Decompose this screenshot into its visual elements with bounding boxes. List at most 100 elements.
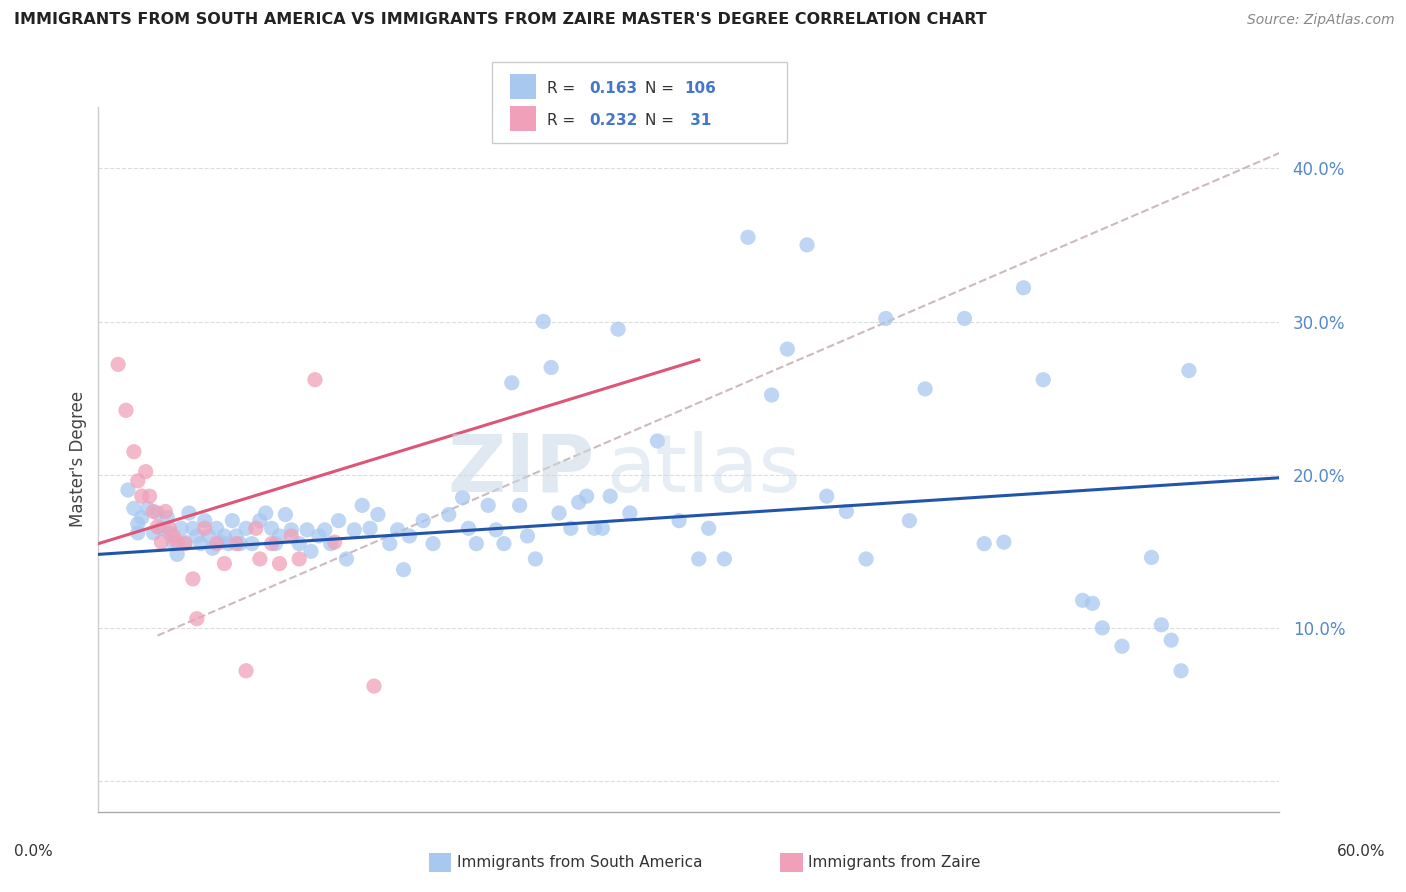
Point	[560, 521, 582, 535]
Point	[953, 311, 976, 326]
Point	[875, 311, 897, 326]
Point	[205, 521, 228, 535]
Point	[214, 529, 236, 543]
Point	[288, 552, 311, 566]
Point	[1150, 617, 1173, 632]
Point	[197, 529, 219, 543]
Point	[914, 382, 936, 396]
Point	[688, 552, 710, 566]
Point	[249, 514, 271, 528]
Point	[398, 529, 420, 543]
Point	[761, 388, 783, 402]
Point	[668, 514, 690, 528]
Point	[1071, 593, 1094, 607]
Point	[796, 238, 818, 252]
Point	[115, 403, 138, 417]
Point	[304, 373, 326, 387]
Point	[713, 552, 735, 566]
Point	[323, 535, 346, 549]
Point	[299, 544, 322, 558]
Point	[288, 536, 311, 550]
Text: ZIP: ZIP	[447, 431, 595, 509]
Point	[201, 541, 224, 556]
Point	[319, 536, 342, 550]
Point	[501, 376, 523, 390]
Point	[1170, 664, 1192, 678]
Point	[166, 535, 188, 549]
Text: 60.0%: 60.0%	[1337, 845, 1385, 859]
Point	[524, 552, 547, 566]
Text: N =: N =	[645, 81, 679, 95]
Point	[575, 489, 598, 503]
Point	[607, 322, 630, 336]
Point	[122, 444, 145, 458]
Point	[127, 525, 149, 540]
Point	[131, 510, 153, 524]
Point	[1111, 640, 1133, 654]
Point	[225, 536, 247, 550]
Point	[855, 552, 877, 566]
Point	[776, 342, 799, 356]
Point	[254, 506, 277, 520]
Point	[1032, 373, 1054, 387]
Point	[328, 514, 350, 528]
Point	[221, 514, 243, 528]
Point	[1140, 550, 1163, 565]
Point	[249, 552, 271, 566]
Point	[107, 358, 129, 372]
Point	[485, 523, 508, 537]
Point	[260, 536, 283, 550]
Point	[150, 535, 173, 549]
Point	[157, 525, 180, 540]
Text: 0.232: 0.232	[589, 113, 637, 128]
Point	[146, 506, 169, 520]
Text: Source: ZipAtlas.com: Source: ZipAtlas.com	[1247, 13, 1395, 27]
Point	[135, 465, 157, 479]
Point	[122, 501, 145, 516]
Point	[194, 514, 217, 528]
Text: IMMIGRANTS FROM SOUTH AMERICA VS IMMIGRANTS FROM ZAIRE MASTER'S DEGREE CORRELATI: IMMIGRANTS FROM SOUTH AMERICA VS IMMIGRA…	[14, 12, 987, 27]
Point	[142, 504, 165, 518]
Point	[465, 536, 488, 550]
Point	[308, 529, 330, 543]
Point	[127, 516, 149, 531]
Point	[492, 536, 515, 550]
Text: 0.163: 0.163	[589, 81, 637, 95]
Point	[835, 504, 858, 518]
Text: R =: R =	[547, 113, 581, 128]
Point	[815, 489, 838, 503]
Point	[697, 521, 720, 535]
Point	[367, 508, 389, 522]
Point	[264, 536, 287, 550]
Point	[269, 529, 291, 543]
Point	[1178, 363, 1201, 377]
Point	[993, 535, 1015, 549]
Point	[181, 521, 204, 535]
Point	[127, 474, 149, 488]
Point	[619, 506, 641, 520]
Point	[599, 489, 621, 503]
Point	[451, 491, 474, 505]
Point	[157, 521, 180, 535]
Point	[245, 521, 267, 535]
Point	[295, 523, 318, 537]
Point	[274, 508, 297, 522]
Point	[412, 514, 434, 528]
Point	[1081, 596, 1104, 610]
Point	[314, 523, 336, 537]
Point	[392, 563, 415, 577]
Text: N =: N =	[645, 113, 679, 128]
Point	[174, 536, 197, 550]
Point	[177, 506, 200, 520]
Point	[387, 523, 409, 537]
Point	[155, 504, 177, 518]
Text: R =: R =	[547, 81, 581, 95]
Text: Immigrants from Zaire: Immigrants from Zaire	[808, 855, 981, 870]
Point	[1091, 621, 1114, 635]
Point	[260, 521, 283, 535]
Point	[194, 521, 217, 535]
Point	[973, 536, 995, 550]
Point	[378, 536, 401, 550]
Point	[186, 612, 208, 626]
Point	[280, 523, 302, 537]
